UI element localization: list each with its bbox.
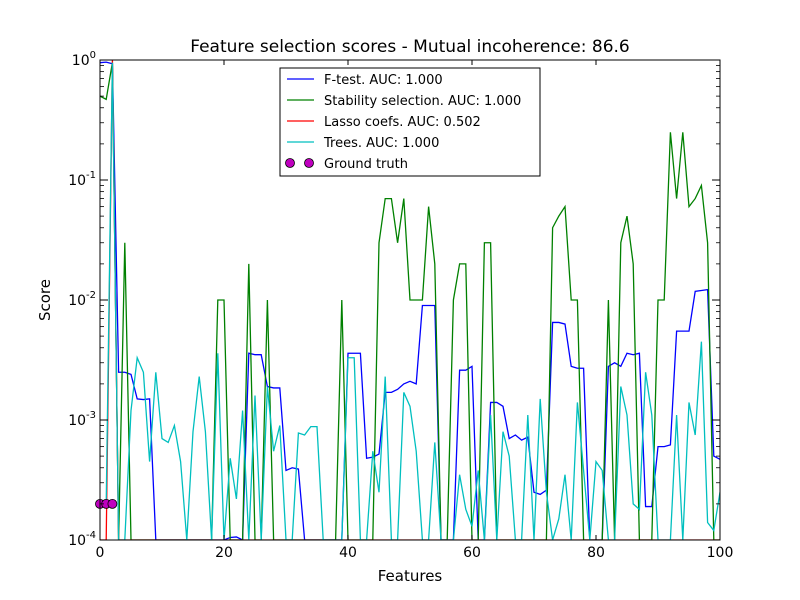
series-line-stability-selection (100, 62, 720, 540)
y-axis: 10-4 10-3 10-2 10-1 100 (68, 50, 720, 549)
ground-truth-point-2 (107, 498, 118, 509)
x-tick-label: 40 (339, 545, 357, 561)
y-axis-label: Score (36, 279, 54, 321)
series-line-trees (100, 62, 720, 540)
series-layer (100, 60, 720, 540)
x-tick-label: 20 (215, 545, 233, 561)
y-tick-label: 100 (72, 50, 96, 69)
series-line-f-test (100, 61, 720, 540)
legend-label: Lasso coefs. AUC: 0.502 (324, 115, 481, 130)
legend-marker-ground-truth (285, 158, 295, 168)
x-tick-label: 100 (707, 545, 734, 561)
y-tick-label: 10-3 (68, 410, 96, 429)
x-tick-label: 60 (463, 545, 481, 561)
y-tick-label: 10-2 (68, 290, 96, 309)
ground-truth-layer (95, 498, 118, 509)
legend-label: Ground truth (324, 157, 408, 172)
chart-title: Feature selection scores - Mutual incohe… (190, 37, 629, 57)
legend-box (279, 67, 541, 177)
legend-label: Trees. AUC: 1.000 (323, 136, 439, 151)
legend-marker-ground-truth (304, 158, 314, 168)
legend: F-test. AUC: 1.000 Stability selection. A… (279, 67, 541, 177)
legend-label: Stability selection. AUC: 1.000 (324, 94, 521, 109)
x-tick-label: 80 (587, 545, 605, 561)
x-axis: 0 20 40 60 80 100 (96, 60, 734, 561)
x-tick-label: 0 (96, 545, 105, 561)
y-tick-label: 10-1 (68, 170, 96, 189)
y-tick-label: 10-4 (68, 530, 96, 549)
x-axis-label: Features (378, 567, 443, 585)
legend-label: F-test. AUC: 1.000 (324, 73, 443, 88)
